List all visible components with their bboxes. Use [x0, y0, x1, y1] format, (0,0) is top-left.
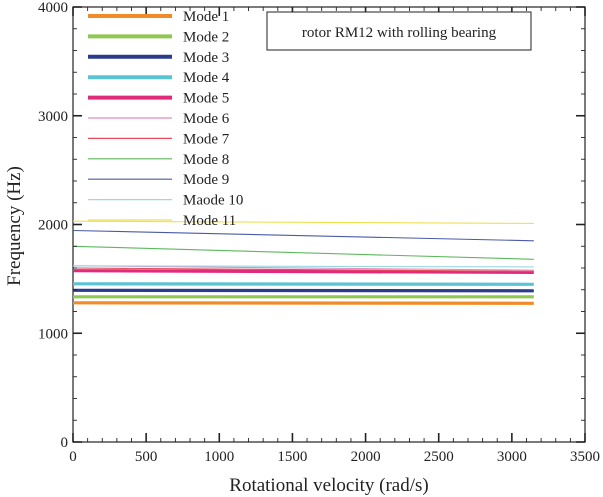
legend-label: Mode 5 [183, 91, 229, 107]
y-tick-label: 1000 [38, 326, 68, 342]
legend-label: Mode 4 [183, 70, 230, 86]
y-tick-label: 0 [61, 435, 69, 451]
series-line-4 [72, 282, 534, 286]
x-tick-label: 2000 [351, 449, 381, 465]
series-line-1 [72, 301, 534, 305]
annotation-text: rotor RM12 with rolling bearing [302, 25, 497, 41]
legend-label: Mode 3 [183, 50, 229, 66]
legend-label: Maode 10 [183, 193, 243, 209]
legend: Mode 1 Mode 2 Mode 3 Mode 4 Mode 5 Mode 6 Mode… [88, 9, 243, 229]
legend-label: Mode 6 [183, 111, 230, 127]
y-tick-label: 3000 [38, 109, 68, 125]
series-line-8 [72, 245, 534, 260]
plot-frame [72, 6, 586, 443]
legend-label: Mode 9 [183, 172, 229, 188]
legend-label: Mode 11 [183, 213, 236, 229]
series-line-11 [72, 220, 534, 224]
series-group [72, 220, 534, 305]
legend-label: Mode 8 [183, 152, 229, 168]
series-line-9 [72, 229, 534, 242]
x-tick-label: 500 [135, 449, 158, 465]
x-tick-label: 0 [69, 449, 77, 465]
annotation-box: rotor RM12 with rolling bearing [266, 11, 532, 51]
x-tick-label: 1000 [204, 449, 234, 465]
legend-label: Mode 7 [183, 131, 230, 147]
x-axis-label: Rotational velocity (rad/s) [229, 475, 428, 496]
y-tick-label: 2000 [38, 218, 68, 234]
x-tick-label: 1500 [277, 449, 307, 465]
series-line-6 [72, 265, 534, 271]
y-axis-label: Frequency (Hz) [4, 166, 25, 286]
legend-label: Mode 1 [183, 9, 229, 25]
series-line-10 [72, 265, 534, 268]
series-line-3 [72, 288, 534, 293]
series-line-5 [72, 269, 534, 274]
x-tick-label: 3000 [497, 449, 527, 465]
legend-label: Mode 2 [183, 29, 229, 45]
x-tick-label: 3500 [570, 449, 600, 465]
x-tick-label: 2500 [424, 449, 454, 465]
series-line-7 [72, 267, 534, 272]
plot-area [72, 6, 586, 443]
y-tick-label: 4000 [38, 0, 68, 16]
